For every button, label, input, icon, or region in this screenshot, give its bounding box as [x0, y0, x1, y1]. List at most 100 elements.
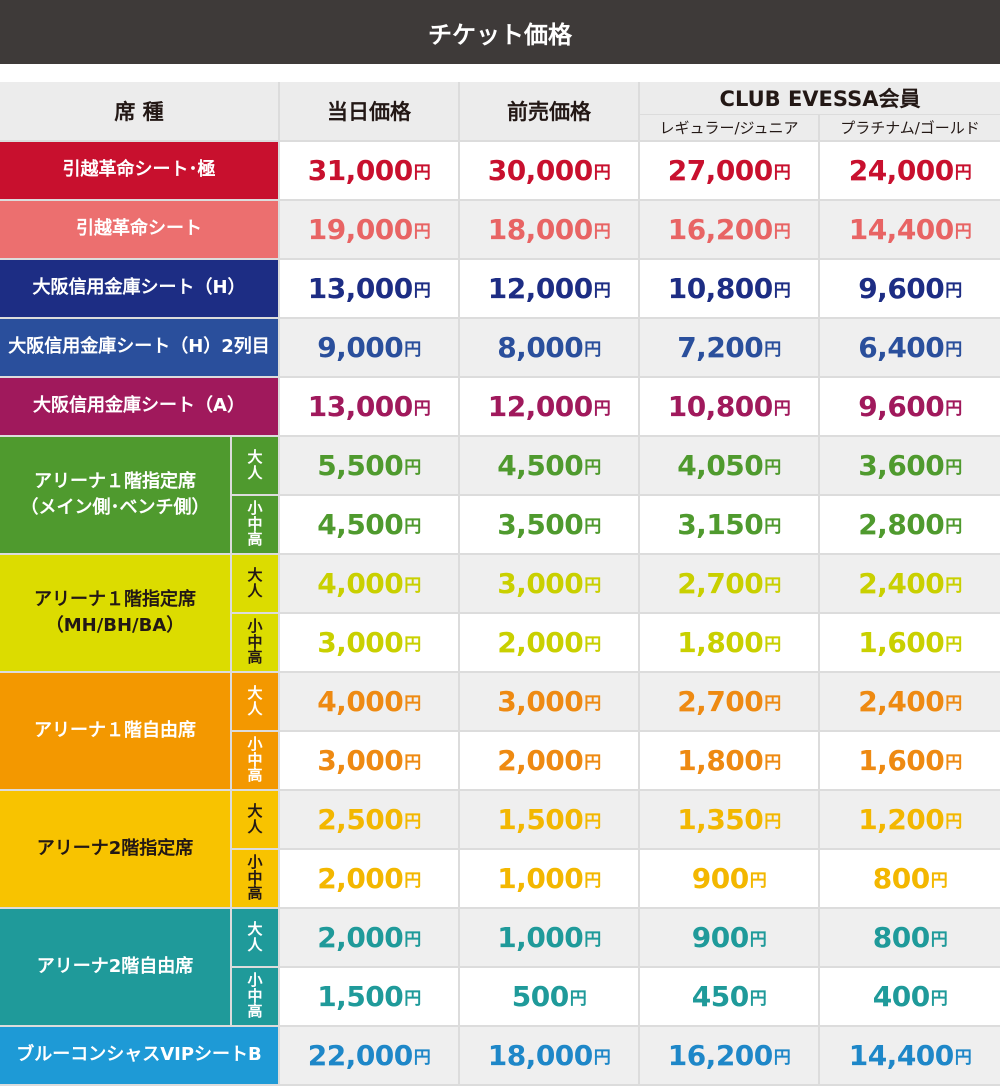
yen-unit: 円: [764, 340, 781, 360]
price-platinum: 400 円: [820, 968, 1000, 1025]
price-day-of: 2,000 円: [280, 850, 458, 907]
price-day-of: 13,000 円: [280, 260, 458, 317]
yen-unit: 円: [404, 989, 421, 1009]
price-regular: 2,700 円: [640, 673, 818, 730]
yen-unit: 円: [945, 576, 962, 596]
price-advance: 3,000 円: [460, 555, 638, 612]
age-char: 中: [247, 868, 263, 887]
price-value: 3,600: [858, 449, 945, 482]
price-value: 18,000: [487, 1039, 594, 1072]
yen-unit: 円: [930, 989, 948, 1009]
seat-label-line: アリーナ2階自由席: [36, 955, 194, 977]
yen-unit: 円: [404, 930, 421, 950]
price-value: 800: [872, 921, 930, 954]
seat-label: アリーナ１階指定席 （MH/BH/BA）: [0, 555, 230, 671]
price-value: 10,800: [667, 390, 774, 423]
price-value: 400: [872, 980, 930, 1013]
price-value: 2,700: [677, 567, 764, 600]
age-child-label: 小中高: [232, 732, 278, 789]
age-char: 小: [247, 970, 263, 989]
yen-unit: 円: [930, 930, 948, 950]
age-char: 人: [247, 463, 263, 482]
yen-unit: 円: [764, 517, 781, 537]
age-child-label: 小中高: [232, 496, 278, 553]
price-value: 4,000: [317, 567, 404, 600]
price-platinum: 2,800 円: [820, 496, 1000, 553]
age-char: 小: [247, 852, 263, 871]
price-day-of: 3,000 円: [280, 732, 458, 789]
age-child-label: 小中高: [232, 850, 278, 907]
price-day-of: 3,000 円: [280, 614, 458, 671]
price-platinum: 800 円: [820, 850, 1000, 907]
yen-unit: 円: [404, 812, 421, 832]
yen-unit: 円: [413, 399, 431, 419]
price-value: 19,000: [307, 213, 414, 246]
price-platinum: 2,400 円: [820, 673, 1000, 730]
price-value: 2,000: [317, 862, 404, 895]
age-char: 人: [247, 699, 263, 718]
yen-unit: 円: [945, 694, 962, 714]
price-platinum: 24,000 円: [820, 142, 1000, 199]
seat-label: 大阪信用金庫シート（H）: [0, 260, 278, 317]
age-char: 中: [247, 750, 263, 769]
yen-unit: 円: [404, 340, 421, 360]
price-value: 6,400: [858, 331, 945, 364]
price-platinum: 14,400 円: [820, 201, 1000, 258]
yen-unit: 円: [773, 1048, 791, 1068]
price-advance: 1,500 円: [460, 791, 638, 848]
price-regular: 450 円: [640, 968, 818, 1025]
price-value: 16,200: [667, 1039, 774, 1072]
seat-label: 大阪信用金庫シート（H）2列目: [0, 319, 278, 376]
price-value: 30,000: [487, 154, 594, 187]
age-adult-label: 大人: [232, 437, 278, 494]
price-regular: 10,800 円: [640, 260, 818, 317]
price-regular: 1,350 円: [640, 791, 818, 848]
yen-unit: 円: [404, 694, 421, 714]
yen-unit: 円: [945, 458, 962, 478]
yen-unit: 円: [413, 222, 431, 242]
seat-label-line: （MH/BH/BA）: [45, 615, 185, 636]
age-char: 大: [247, 919, 263, 938]
price-value: 500: [511, 980, 569, 1013]
yen-unit: 円: [954, 1048, 972, 1068]
price-value: 31,000: [307, 154, 414, 187]
yen-unit: 円: [404, 753, 421, 773]
price-value: 800: [872, 862, 930, 895]
price-regular: 900 円: [640, 850, 818, 907]
yen-unit: 円: [584, 753, 601, 773]
yen-unit: 円: [404, 517, 421, 537]
price-advance: 1,000 円: [460, 909, 638, 966]
price-day-of: 4,000 円: [280, 673, 458, 730]
seat-label-line: アリーナ１階指定席: [34, 470, 196, 492]
seat-label-line: アリーナ１階指定席: [34, 588, 196, 610]
seat-label-line: （メイン側･ベンチ側）: [20, 497, 210, 518]
price-value: 12,000: [487, 272, 594, 305]
price-day-of: 2,000 円: [280, 909, 458, 966]
price-value: 14,400: [848, 1039, 955, 1072]
yen-unit: 円: [749, 871, 767, 891]
price-value: 2,500: [317, 803, 404, 836]
seat-label: アリーナ2階指定席: [0, 791, 230, 907]
price-value: 1,200: [858, 803, 945, 836]
price-value: 3,000: [497, 567, 584, 600]
yen-unit: 円: [584, 930, 601, 950]
price-regular: 10,800 円: [640, 378, 818, 435]
price-day-of: 13,000 円: [280, 378, 458, 435]
price-value: 1,500: [317, 980, 404, 1013]
price-advance: 500 円: [460, 968, 638, 1025]
price-advance: 18,000 円: [460, 1027, 638, 1084]
price-value: 1,500: [497, 803, 584, 836]
price-value: 2,000: [497, 626, 584, 659]
price-platinum: 3,600 円: [820, 437, 1000, 494]
yen-unit: 円: [584, 812, 601, 832]
price-day-of: 4,500 円: [280, 496, 458, 553]
yen-unit: 円: [593, 281, 611, 301]
yen-unit: 円: [593, 222, 611, 242]
yen-unit: 円: [404, 635, 421, 655]
yen-unit: 円: [773, 281, 791, 301]
age-char: 人: [247, 817, 263, 836]
yen-unit: 円: [945, 812, 962, 832]
age-child-label: 小中高: [232, 614, 278, 671]
age-char: 高: [247, 1002, 263, 1021]
price-platinum: 1,200 円: [820, 791, 1000, 848]
